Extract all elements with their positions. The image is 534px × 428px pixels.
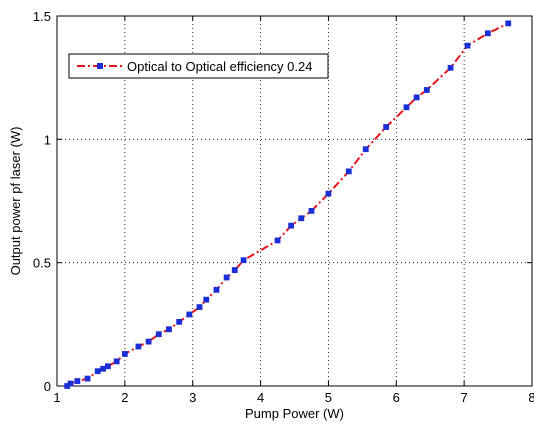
- data-point: [121, 351, 128, 357]
- data-point: [345, 168, 352, 175]
- data-point: [240, 257, 247, 264]
- y-axis-label: Output power pf laser (W): [8, 127, 23, 276]
- plot-area-frame: [56, 15, 533, 387]
- data-point: [104, 363, 111, 370]
- x-tick-label: 2: [121, 390, 128, 405]
- data-point: [464, 42, 471, 49]
- data-point: [223, 274, 230, 281]
- data-point: [186, 311, 193, 318]
- data-point: [362, 146, 369, 153]
- data-point: [135, 343, 142, 350]
- y-tick-label: 0.5: [33, 256, 51, 271]
- data-point: [84, 375, 91, 382]
- data-point: [145, 338, 152, 345]
- axis-ticks: 1 2 3 4 5 6 7 8 0 0.5 1 1.5: [33, 9, 534, 405]
- data-point: [484, 30, 491, 37]
- y-tick-label: 0: [44, 379, 51, 394]
- legend-label: Optical to Optical efficiency 0.24: [127, 59, 312, 74]
- data-point: [308, 207, 315, 214]
- series-layer: [64, 20, 512, 389]
- data-point: [505, 20, 512, 27]
- x-axis-label: Pump Power (W): [245, 406, 344, 421]
- data-point: [100, 365, 107, 372]
- data-point: [298, 215, 305, 222]
- x-tick-label: 4: [257, 390, 264, 405]
- data-point: [288, 222, 295, 229]
- data-point: [325, 190, 332, 197]
- data-point: [274, 237, 281, 244]
- data-point: [176, 318, 183, 325]
- data-point: [196, 304, 203, 310]
- x-tick-label: 8: [528, 390, 534, 405]
- y-tick-label: 1.5: [33, 9, 51, 24]
- data-point: [447, 64, 454, 71]
- y-tick-label: 1: [44, 132, 51, 147]
- data-point: [155, 331, 162, 338]
- data-point: [166, 326, 172, 333]
- data-point: [383, 124, 390, 130]
- x-tick-label: 7: [461, 390, 468, 405]
- data-point: [113, 358, 120, 365]
- data-point: [203, 296, 210, 303]
- data-point: [423, 87, 430, 93]
- legend: Optical to Optical efficiency 0.24: [68, 53, 329, 79]
- data-point: [403, 104, 410, 111]
- x-tick-label: 1: [53, 390, 60, 405]
- x-tick-label: 6: [393, 390, 400, 405]
- legend-marker: [97, 63, 103, 69]
- x-tick-label: 5: [325, 390, 332, 405]
- data-point: [67, 380, 74, 387]
- data-point: [231, 267, 238, 273]
- data-point: [74, 378, 81, 384]
- data-point: [413, 94, 420, 101]
- data-point: [94, 368, 101, 375]
- x-tick-label: 3: [189, 390, 196, 405]
- data-point: [213, 286, 220, 293]
- grid-lines: [57, 16, 532, 386]
